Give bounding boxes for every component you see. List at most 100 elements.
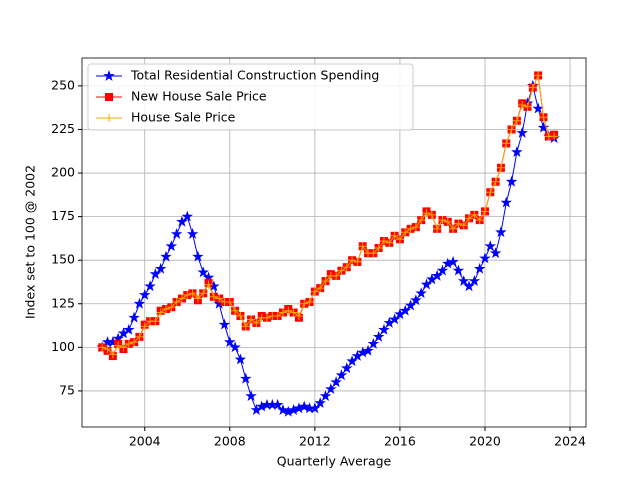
x-tick-label: 2012 bbox=[299, 434, 331, 449]
plot-frame bbox=[81, 57, 587, 428]
y-axis-label: Index set to 100 @ 2002 bbox=[23, 165, 38, 319]
point bbox=[263, 313, 272, 322]
point bbox=[130, 338, 139, 347]
point bbox=[447, 255, 459, 267]
point bbox=[133, 297, 146, 309]
point bbox=[114, 341, 123, 350]
point bbox=[491, 177, 500, 186]
point bbox=[378, 323, 390, 335]
point bbox=[348, 256, 357, 265]
point bbox=[457, 275, 470, 286]
point bbox=[459, 221, 468, 230]
point bbox=[325, 383, 337, 395]
y-tick-label: 175 bbox=[51, 208, 75, 223]
point bbox=[374, 243, 383, 252]
point bbox=[401, 228, 410, 237]
x-axis-label: Quarterly Average bbox=[277, 454, 392, 469]
point bbox=[103, 345, 112, 354]
point bbox=[138, 289, 151, 300]
point bbox=[532, 102, 544, 114]
point bbox=[433, 224, 442, 233]
point bbox=[247, 315, 256, 324]
point bbox=[465, 214, 474, 223]
legend-marker bbox=[105, 114, 113, 122]
point bbox=[452, 264, 465, 276]
point bbox=[298, 400, 310, 412]
point bbox=[98, 343, 107, 352]
legend: Total Residential Construction Spending N… bbox=[87, 63, 414, 131]
point bbox=[225, 298, 234, 307]
point bbox=[193, 294, 202, 303]
x-tick-label: 2020 bbox=[469, 434, 501, 449]
x-tick-label: 2024 bbox=[554, 434, 586, 449]
point bbox=[167, 303, 176, 312]
point bbox=[234, 353, 247, 365]
point bbox=[395, 235, 404, 244]
point bbox=[500, 196, 512, 208]
point bbox=[511, 146, 523, 157]
point bbox=[284, 306, 293, 315]
point bbox=[537, 121, 550, 133]
x-tick-label: 2008 bbox=[214, 434, 246, 449]
point bbox=[278, 308, 287, 317]
series bbox=[98, 71, 559, 359]
point bbox=[310, 287, 319, 296]
point bbox=[151, 317, 160, 326]
point bbox=[170, 228, 183, 239]
y-tick-label: 75 bbox=[59, 382, 75, 397]
point bbox=[140, 322, 149, 331]
point bbox=[353, 257, 362, 266]
point bbox=[277, 404, 289, 415]
point bbox=[271, 398, 284, 410]
point bbox=[154, 262, 167, 274]
point bbox=[427, 210, 436, 219]
point bbox=[449, 224, 458, 233]
point bbox=[188, 289, 197, 298]
legend-label: Total Residential Construction Spending bbox=[130, 68, 379, 83]
point bbox=[123, 323, 135, 335]
point bbox=[156, 308, 165, 317]
point bbox=[240, 372, 252, 384]
point bbox=[523, 102, 532, 111]
point bbox=[436, 264, 449, 276]
point bbox=[108, 350, 117, 359]
point bbox=[539, 113, 548, 122]
point bbox=[172, 298, 181, 307]
point bbox=[390, 231, 399, 240]
point bbox=[165, 240, 178, 252]
y-tick-label: 150 bbox=[51, 252, 75, 267]
point bbox=[236, 311, 245, 320]
point bbox=[192, 250, 204, 262]
point bbox=[505, 175, 518, 187]
legend-label: House Sale Price bbox=[131, 110, 236, 125]
point bbox=[199, 289, 208, 298]
point bbox=[502, 139, 511, 148]
point bbox=[473, 262, 486, 274]
point bbox=[475, 216, 484, 225]
point bbox=[231, 306, 240, 315]
point bbox=[534, 71, 543, 80]
y-tick-label: 100 bbox=[51, 339, 75, 354]
point bbox=[411, 223, 420, 232]
point bbox=[518, 101, 527, 110]
point bbox=[332, 271, 341, 280]
point bbox=[372, 330, 385, 342]
point bbox=[489, 247, 502, 259]
point bbox=[305, 298, 314, 307]
point bbox=[415, 287, 427, 299]
point bbox=[224, 336, 236, 347]
point bbox=[516, 126, 528, 138]
point bbox=[215, 294, 224, 303]
point bbox=[337, 266, 346, 275]
point bbox=[177, 294, 186, 303]
point bbox=[316, 284, 325, 293]
point bbox=[438, 216, 447, 225]
point bbox=[241, 322, 250, 331]
y-tick-label: 125 bbox=[51, 295, 75, 310]
point bbox=[486, 188, 495, 197]
point bbox=[417, 216, 426, 225]
point bbox=[314, 397, 326, 408]
line bbox=[102, 73, 555, 356]
point bbox=[443, 217, 452, 226]
